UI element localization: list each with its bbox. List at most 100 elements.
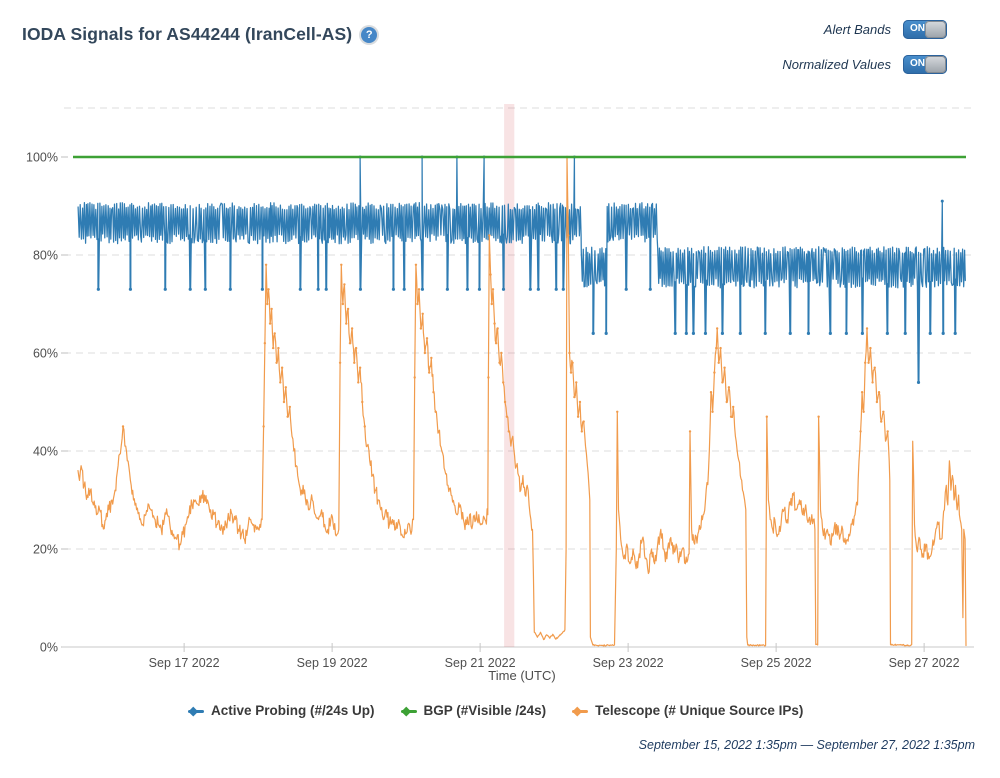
alert-band xyxy=(504,104,515,647)
telescope-point xyxy=(507,430,510,433)
telescope-point xyxy=(279,381,282,384)
telescope-point xyxy=(413,376,416,379)
telescope-point xyxy=(491,288,495,291)
telescope-point xyxy=(871,381,874,384)
telescope-legend-marker-icon xyxy=(572,706,589,716)
telescope-point xyxy=(417,288,421,291)
telescope-point xyxy=(357,381,360,384)
normalized-values-label: Normalized Values xyxy=(782,57,891,72)
normalized-values-toggle-state: ON xyxy=(910,58,925,69)
telescope-point xyxy=(715,327,719,330)
active-probing-point xyxy=(591,331,595,335)
active-probing-point xyxy=(916,380,921,384)
telescope-point xyxy=(859,430,862,433)
telescope-point xyxy=(886,430,889,433)
x-axis-title: Time (UTC) xyxy=(488,668,556,683)
y-tick-label: 20% xyxy=(33,543,58,557)
telescope-point xyxy=(340,263,343,266)
active-probing-point xyxy=(420,287,425,291)
telescope-point xyxy=(363,425,366,428)
telescope-point xyxy=(345,322,348,325)
active-probing-point xyxy=(445,287,449,291)
telescope-point xyxy=(346,307,350,311)
telescope-point xyxy=(267,288,270,291)
x-tick-label: Sep 23 2022 xyxy=(593,656,664,670)
telescope-point xyxy=(715,346,718,350)
telescope-point xyxy=(503,400,507,404)
alert-bands-toggle[interactable]: ON xyxy=(903,20,947,39)
x-tick-label: Sep 21 2022 xyxy=(445,656,516,670)
telescope-point xyxy=(709,391,713,394)
telescope-point xyxy=(867,361,870,364)
active-probing-point xyxy=(903,331,907,335)
telescope-point xyxy=(288,405,292,409)
telescope-point xyxy=(493,322,496,325)
toggle-panel: Alert Bands ON Normalized Values ON xyxy=(782,20,947,74)
x-tick-label: Sep 19 2022 xyxy=(297,656,368,670)
active-probing-point xyxy=(358,287,363,291)
x-tick-label: Sep 27 2022 xyxy=(889,656,960,670)
telescope-point xyxy=(421,312,424,315)
active-probing-point xyxy=(260,287,264,291)
y-tick-label: 80% xyxy=(33,249,58,263)
telescope-point xyxy=(262,425,265,428)
telescope-point xyxy=(487,376,490,379)
toggle-knob xyxy=(925,21,946,38)
y-tick-label: 0% xyxy=(40,641,58,655)
chart-legend: Active Probing (#/24s Up) BGP (#Visible … xyxy=(188,703,803,718)
telescope-point xyxy=(717,361,720,364)
active-probing-point xyxy=(624,287,628,291)
telescope-line xyxy=(77,156,967,647)
telescope-point xyxy=(341,302,345,306)
legend-label: BGP (#Visible /24s) xyxy=(423,703,547,718)
telescope-point xyxy=(350,327,354,330)
telescope-point xyxy=(568,351,571,355)
telescope-point xyxy=(264,263,268,266)
active-probing-point xyxy=(298,287,302,291)
telescope-point xyxy=(582,420,585,423)
active-probing-point xyxy=(128,287,133,291)
active-probing-point xyxy=(391,287,396,291)
telescope-point xyxy=(275,361,278,364)
active-probing-point xyxy=(536,287,540,291)
alert-bands-label: Alert Bands xyxy=(823,22,891,37)
telescope-point xyxy=(423,351,427,355)
telescope-point xyxy=(488,234,491,237)
telescope-point xyxy=(578,400,582,404)
telescope-point xyxy=(273,332,276,335)
telescope-point xyxy=(505,415,509,418)
telescope-point xyxy=(877,391,881,394)
active-probing-point xyxy=(316,287,320,291)
active-probing-point xyxy=(953,331,957,335)
telescope-point xyxy=(270,307,273,311)
normalized-values-toggle[interactable]: ON xyxy=(903,55,947,74)
telescope-point xyxy=(338,361,342,364)
telescope-point xyxy=(277,346,280,350)
telescope-point xyxy=(729,415,733,418)
telescope-point xyxy=(416,302,419,306)
signals-chart[interactable]: 0% 20% 40% 60% 80% 100% Sep 17 2022 Sep 19 2022… xyxy=(0,0,1000,700)
telescope-point xyxy=(863,361,867,364)
telescope-point xyxy=(280,366,284,369)
active-probing-point xyxy=(673,331,677,335)
alert-bands-toggle-state: ON xyxy=(910,23,925,34)
telescope-point xyxy=(343,283,346,286)
telescope-point xyxy=(419,327,423,330)
page-title: IODA Signals for AS44244 (IranCell-AS) xyxy=(22,24,353,44)
active-probing-point xyxy=(188,287,192,291)
active-probing-point xyxy=(561,287,565,291)
telescope-point xyxy=(282,400,286,404)
toggle-knob xyxy=(925,56,946,73)
active-probing-point xyxy=(604,331,608,335)
telescope-point xyxy=(361,400,364,404)
time-range-label: September 15, 2022 1:35pm — September 27… xyxy=(638,738,975,752)
active-probing-point xyxy=(96,287,100,291)
telescope-point xyxy=(121,425,125,428)
telescope-point xyxy=(434,410,437,413)
telescope-point xyxy=(723,366,726,369)
help-icon[interactable]: ? xyxy=(361,26,378,43)
telescope-point xyxy=(765,415,769,418)
legend-item-telescope: Telescope (# Unique Source IPs) xyxy=(572,703,803,718)
x-tick-label: Sep 17 2022 xyxy=(149,656,220,670)
telescope-point xyxy=(865,327,869,330)
